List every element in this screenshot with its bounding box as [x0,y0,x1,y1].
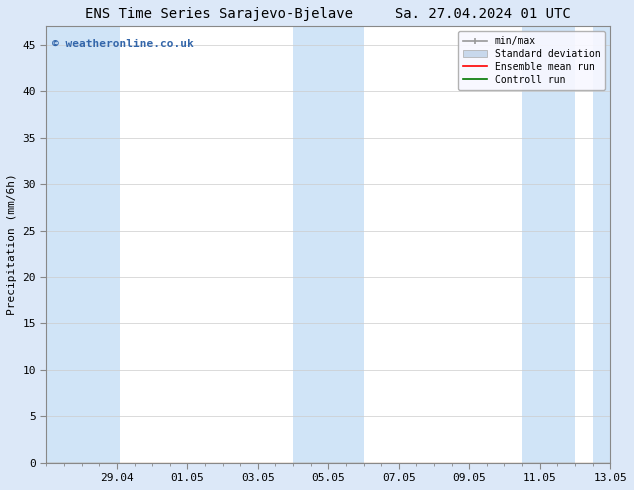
Text: © weatheronline.co.uk: © weatheronline.co.uk [52,39,194,49]
Bar [293,26,363,463]
Title: ENS Time Series Sarajevo-Bjelave     Sa. 27.04.2024 01 UTC: ENS Time Series Sarajevo-Bjelave Sa. 27.… [86,7,571,21]
Legend: min/max, Standard deviation, Ensemble mean run, Controll run: min/max, Standard deviation, Ensemble me… [458,31,605,90]
Bar [522,26,575,463]
Y-axis label: Precipitation (mm/6h): Precipitation (mm/6h) [7,173,17,316]
Bar [46,26,120,463]
Bar [593,26,610,463]
